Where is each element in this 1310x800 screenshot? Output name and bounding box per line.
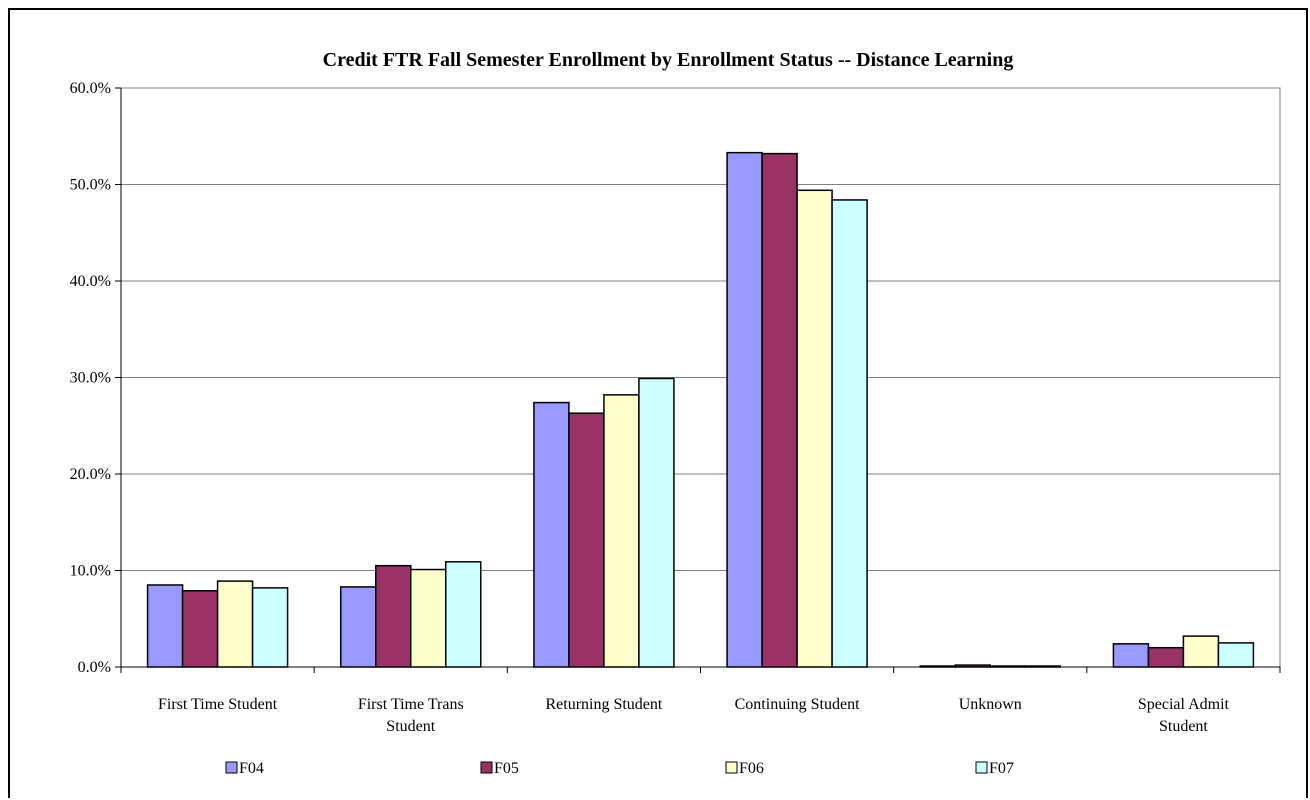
x-category-label: First Time Trans (358, 696, 464, 713)
bar-f05 (181, 590, 219, 668)
bar-f07 (1217, 642, 1255, 668)
x-category-label: First Time Student (158, 696, 278, 713)
legend-label-f05: F05 (494, 760, 519, 777)
y-tick-label: 10.0% (70, 563, 111, 580)
gridlines (115, 87, 1280, 668)
bar-f04 (1112, 643, 1150, 668)
bar-f04 (340, 586, 377, 668)
bar-f06 (1182, 635, 1220, 668)
bar-f06 (410, 568, 447, 668)
bar-f05 (375, 564, 412, 668)
x-axis-category-labels: First Time Student First Time Trans Studen… (158, 696, 1230, 735)
x-category-label: Student (1159, 718, 1208, 735)
bar-f04 (146, 584, 184, 668)
legend-label-f04: F04 (239, 760, 264, 777)
x-category-label: Continuing Student (735, 696, 860, 713)
bar-f07 (638, 377, 675, 668)
bar-f06 (796, 189, 833, 668)
bar-f05 (761, 152, 798, 668)
bar-f07 (251, 587, 289, 668)
bar-f07 (445, 561, 482, 668)
legend-swatch-f07 (975, 761, 988, 774)
legend: F04 F05 F06 F07 (225, 760, 1014, 777)
bar-f05 (1147, 646, 1185, 668)
y-tick-label: 50.0% (70, 177, 111, 194)
bar-f06 (216, 580, 254, 668)
axes (120, 88, 1281, 673)
bar-f05 (568, 412, 605, 668)
x-category-label: Unknown (959, 696, 1022, 713)
legend-label-f07: F07 (989, 760, 1014, 777)
y-tick-label: 40.0% (70, 273, 111, 290)
x-category-label: Student (386, 718, 435, 735)
chart-title: Credit FTR Fall Semester Enrollment by E… (323, 49, 1014, 71)
chart-area: Credit FTR Fall Semester Enrollment by E… (8, 8, 1308, 798)
bar-f07 (831, 199, 868, 668)
y-tick-label: 30.0% (70, 370, 111, 387)
legend-swatch-f05 (480, 761, 493, 774)
bars (146, 151, 1255, 668)
legend-swatch-f06 (725, 761, 738, 774)
x-category-label: Returning Student (545, 696, 662, 713)
bar-chart: Credit FTR Fall Semester Enrollment by E… (70, 49, 1281, 777)
y-tick-label: 0.0% (78, 659, 111, 676)
bar-f06 (603, 394, 640, 668)
y-axis-tick-labels: 0.0% 10.0% 20.0% 30.0% 40.0% 50.0% 60.0% (70, 80, 111, 676)
y-tick-label: 20.0% (70, 466, 111, 483)
bar-f04 (533, 401, 570, 668)
legend-label-f06: F06 (739, 760, 764, 777)
legend-swatch-f04 (225, 761, 238, 774)
y-tick-label: 60.0% (70, 80, 111, 97)
x-category-label: Special Admit (1138, 696, 1230, 713)
bar-f04 (726, 151, 763, 668)
